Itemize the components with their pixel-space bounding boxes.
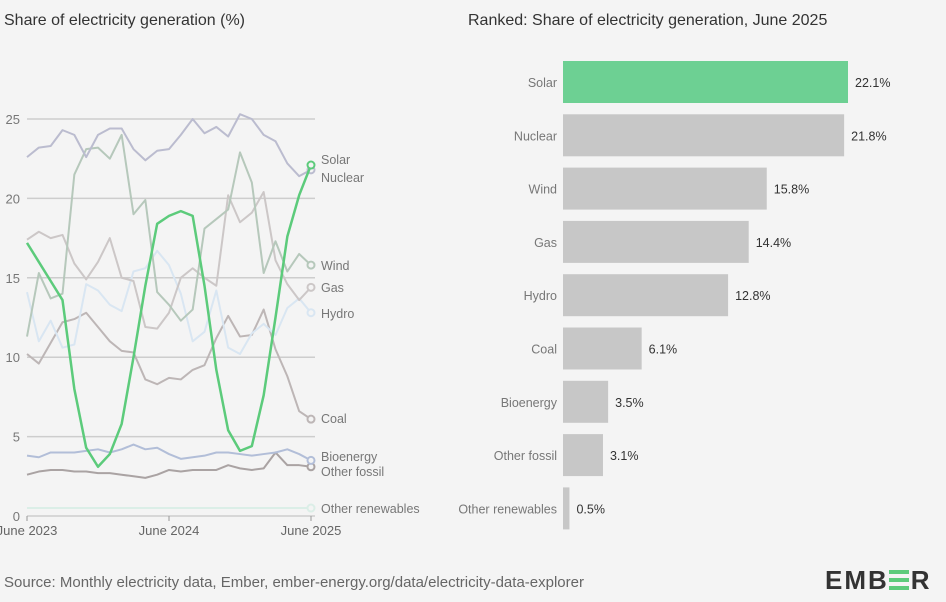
source-note: Source: Monthly electricity data, Ember,… [4, 574, 584, 591]
series-label: Bioenergy [321, 450, 378, 464]
bar-solar [563, 61, 848, 103]
series-line-wind [26, 133, 312, 337]
series-line-nuclear [26, 113, 312, 178]
bar-value-label: 21.8% [851, 129, 886, 143]
series-end-marker [306, 160, 316, 170]
bar-category-label: Wind [529, 183, 558, 197]
bar-wind [563, 167, 767, 210]
x-tick-label: June 2024 [139, 523, 200, 538]
y-tick-label: 0 [13, 509, 20, 524]
bar-value-label: 22.1% [855, 76, 890, 90]
series-end-marker [306, 282, 316, 292]
bar-value-label: 0.5% [576, 502, 605, 516]
series-label: Hydro [321, 307, 354, 321]
series-label: Wind [321, 259, 350, 273]
bar-value-label: 14.4% [756, 236, 791, 250]
line-chart-title: Share of electricity generation (%) [4, 12, 245, 29]
bar-category-label: Bioenergy [501, 396, 558, 410]
bar-other-fossil [563, 434, 603, 477]
bar-value-label: 6.1% [649, 343, 678, 357]
bar-value-label: 3.1% [610, 449, 639, 463]
series-line-hydro [26, 249, 312, 356]
bar-gas [563, 220, 749, 263]
y-tick-label: 10 [6, 350, 20, 365]
bar-category-label: Other fossil [494, 449, 557, 463]
y-tick-label: 15 [6, 271, 20, 286]
series-end-marker [306, 414, 316, 424]
series-line-solar [25, 164, 313, 469]
ember-logo: EMB R [825, 565, 932, 595]
bar-nuclear [563, 114, 845, 157]
x-tick-label: June 2025 [281, 523, 342, 538]
series-line-coal [26, 308, 312, 420]
series-label: Gas [321, 281, 344, 295]
series-end-marker [306, 455, 316, 465]
bar-category-label: Nuclear [514, 129, 557, 143]
y-tick-label: 20 [6, 191, 20, 206]
bar-chart-title: Ranked: Share of electricity generation,… [468, 12, 828, 29]
series-line-gas [26, 191, 312, 330]
bar-category-label: Coal [531, 343, 557, 357]
bar-category-label: Solar [528, 76, 557, 90]
series-line-bioenergy [26, 443, 312, 462]
bar-coal [563, 327, 642, 370]
bar-bioenergy [563, 380, 609, 423]
series-end-marker [306, 503, 316, 513]
series-end-marker [306, 308, 316, 318]
series-line-other-fossil [26, 451, 312, 479]
series-label: Other renewables [321, 502, 420, 516]
bar-hydro [563, 274, 729, 317]
bar-value-label: 3.5% [615, 396, 644, 410]
y-tick-label: 25 [6, 112, 20, 127]
bar-value-label: 15.8% [774, 183, 809, 197]
bar-other-renewables [563, 487, 570, 530]
bar-category-label: Gas [534, 236, 557, 250]
series-label: Nuclear [321, 171, 364, 185]
series-label: Solar [321, 153, 350, 167]
y-tick-label: 5 [13, 430, 20, 445]
series-end-marker [306, 260, 316, 270]
bar-value-label: 12.8% [735, 289, 770, 303]
x-tick-label: June 2023 [0, 523, 57, 538]
bar-category-label: Other renewables [458, 502, 557, 516]
bar-category-label: Hydro [524, 289, 557, 303]
series-label: Other fossil [321, 465, 384, 479]
series-label: Coal [321, 412, 347, 426]
